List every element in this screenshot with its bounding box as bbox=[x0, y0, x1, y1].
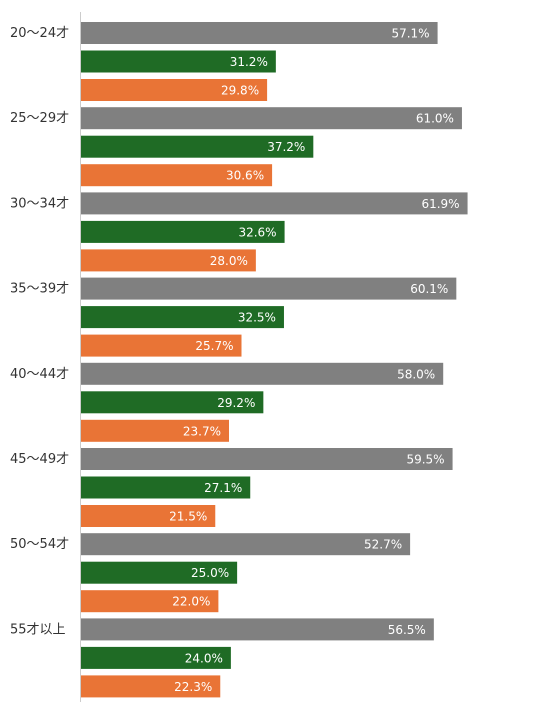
bar bbox=[81, 192, 468, 215]
bar bbox=[81, 391, 264, 414]
data-label: 25.0% bbox=[191, 566, 229, 580]
bar bbox=[81, 419, 230, 442]
data-label: 22.0% bbox=[172, 595, 210, 609]
category-label: 35〜39才 bbox=[10, 282, 69, 297]
data-label: 27.1% bbox=[204, 481, 242, 495]
bar bbox=[81, 505, 216, 527]
bar bbox=[81, 22, 438, 44]
bar bbox=[81, 277, 457, 300]
category-label: 30〜34才 bbox=[10, 196, 69, 211]
data-label: 61.0% bbox=[416, 112, 454, 126]
category-label: 50〜54才 bbox=[10, 537, 69, 552]
data-label: 22.3% bbox=[174, 680, 212, 694]
data-label: 56.5% bbox=[388, 623, 426, 637]
category-label: 20〜24才 bbox=[10, 26, 69, 41]
bar bbox=[81, 220, 285, 243]
data-label: 24.0% bbox=[185, 651, 223, 665]
bar bbox=[81, 249, 256, 272]
bar bbox=[81, 334, 242, 357]
data-label: 37.2% bbox=[267, 140, 305, 154]
bar bbox=[81, 107, 462, 130]
data-label: 31.2% bbox=[230, 55, 268, 69]
data-label: 32.5% bbox=[238, 311, 276, 325]
bar bbox=[81, 675, 221, 698]
bar bbox=[81, 476, 251, 499]
bar bbox=[81, 362, 444, 385]
category-label: 45〜49才 bbox=[10, 452, 69, 467]
category-label: 55才以上 bbox=[10, 622, 66, 637]
bar bbox=[81, 135, 314, 158]
data-label: 32.6% bbox=[238, 225, 276, 239]
data-label: 59.5% bbox=[406, 453, 444, 467]
bar bbox=[81, 164, 273, 187]
data-label: 28.0% bbox=[210, 254, 248, 268]
data-label: 58.0% bbox=[397, 367, 435, 381]
data-label: 25.7% bbox=[195, 339, 233, 353]
data-label: 29.8% bbox=[221, 84, 259, 98]
bar bbox=[81, 646, 231, 669]
data-label: 23.7% bbox=[183, 424, 221, 438]
data-label: 30.6% bbox=[226, 169, 264, 183]
bar bbox=[81, 79, 268, 101]
bar bbox=[81, 306, 284, 329]
category-label: 25〜29才 bbox=[10, 111, 69, 126]
data-label: 29.2% bbox=[217, 396, 255, 410]
data-label: 52.7% bbox=[364, 538, 402, 552]
data-label: 60.1% bbox=[410, 282, 448, 296]
bar bbox=[81, 50, 276, 73]
bar bbox=[81, 561, 238, 584]
bar bbox=[81, 448, 453, 470]
bars-group: 20〜24才 57.1% 31.2% 29.8% 25〜29才 61.0% 37.2% 30.… bbox=[10, 22, 468, 698]
category-label: 40〜44才 bbox=[10, 367, 69, 382]
bar bbox=[81, 590, 219, 613]
data-label: 57.1% bbox=[391, 27, 429, 41]
data-label: 21.5% bbox=[169, 510, 207, 524]
bar bbox=[81, 618, 434, 641]
bar bbox=[81, 533, 411, 556]
data-label: 61.9% bbox=[421, 197, 459, 211]
